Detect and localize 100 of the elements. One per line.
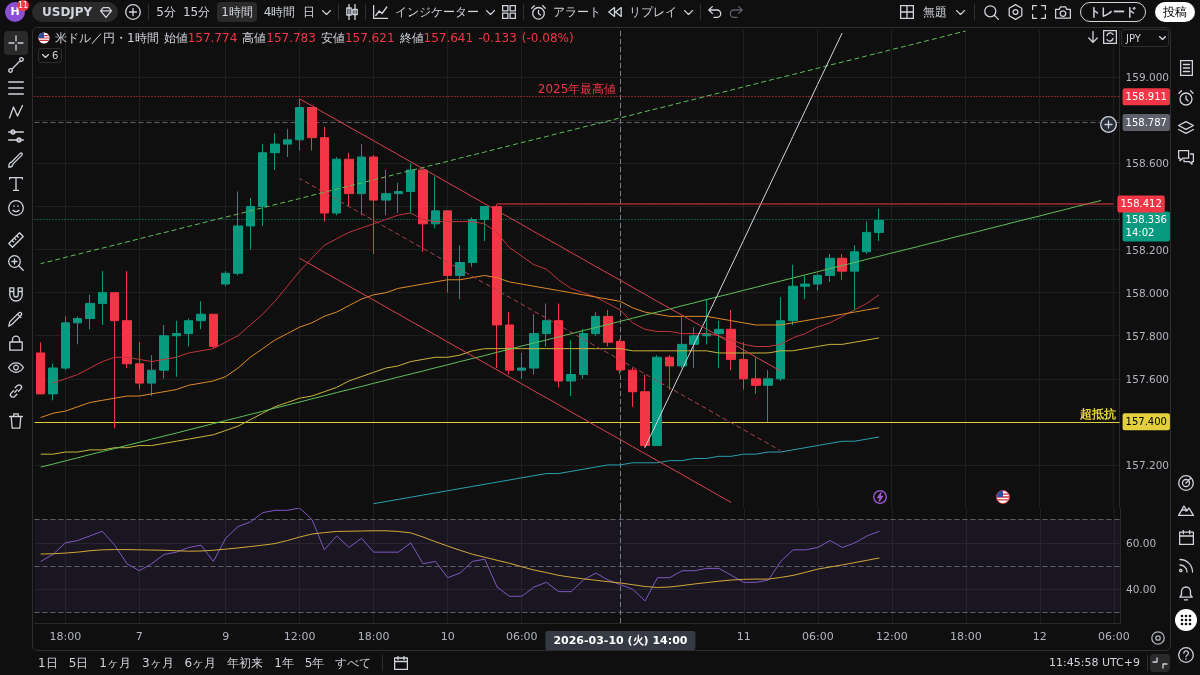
candlestick [529,313,539,375]
line-series [40,30,966,265]
candlestick [85,294,95,330]
text: 始値157.774 高値157.783 安値157.621 終値157.641 -0.133 (-0.08%) [163,31,574,45]
y-tick-label: 158.000 [1125,286,1169,299]
text: 5年 [304,655,325,671]
y-tick-label: 159.000 [1125,71,1169,84]
annotation: 6 [52,50,59,61]
toggle-button: 6 [38,48,63,63]
candlestick [517,352,526,380]
text: 1年 [274,655,294,671]
candlestick [566,339,576,397]
text: 5分 [156,4,176,20]
x-tick-label: 11 [736,630,751,643]
text: 4時間 [263,4,296,20]
data-label: 158.412 [1120,198,1162,210]
dropdown: JPY [1121,29,1169,47]
candlestick [640,374,650,449]
candlestick [542,302,551,348]
candlestick [788,264,798,326]
ref-line-label: 158.787 [1125,117,1167,129]
x-tick-label: 06:00 [801,630,834,643]
text: リプレイ [628,4,677,20]
candlestick [61,315,70,371]
candlestick [307,107,317,152]
candlestick [369,154,378,255]
candlestick [714,320,724,369]
candlestick [751,356,761,395]
line-series [40,508,880,602]
selected-tab: 1時間 [217,2,257,22]
text: すべて [335,655,372,671]
candlestick [850,244,859,311]
x-tick-label: 9 [222,630,230,643]
candlestick [196,300,206,330]
x-tick-label: 2026-03-10 (火) 14:00 [553,634,688,647]
y-tick-label: 60.00 [1126,536,1157,549]
x-tick-label: 18:00 [949,630,982,643]
candlestick [184,318,193,348]
candlestick [591,311,600,337]
candlestick [837,253,847,281]
candlestick [394,182,403,214]
x-tick-label: 10 [440,630,455,643]
button: 投稿 [1155,2,1195,22]
text: 11:45:58 UTC+9 [1049,656,1140,670]
text: 5日 [68,655,89,671]
candlestick [677,315,687,369]
x-tick-label: 18:00 [357,630,390,643]
y-tick-label: 158.200 [1125,243,1169,256]
annotation: 2025年最高値 [537,81,617,96]
candlestick [381,169,391,216]
ref-line-label: 158.336 14:02 [1125,214,1167,239]
candlestick [344,152,354,208]
candlestick [616,338,625,375]
candlestick [172,320,181,378]
x-tick-label: 7 [135,630,143,643]
x-tick-label: 06:00 [505,630,538,643]
candlestick [48,363,58,401]
ref-line-label: 157.400 [1125,416,1167,428]
line-series [299,257,732,503]
candlestick [159,324,169,380]
symbol-field: USDJPY [32,2,119,22]
candlestick [147,354,156,397]
text: 3ヶ月 [141,655,174,671]
text: 1日 [38,655,58,671]
candlestick [739,341,748,391]
line-series [299,178,781,452]
candlestick [665,354,674,391]
line-series [373,436,880,505]
candlestick [579,328,588,380]
candlestick [813,272,822,292]
candlestick [862,221,871,255]
line-series [644,32,843,449]
candlestick [800,274,810,300]
text: 日 [302,4,315,20]
candlestick [320,126,329,223]
candlestick [332,156,341,216]
candlestick [270,132,280,171]
line-series [40,274,880,419]
candlestick [603,309,613,348]
line-series [40,530,880,588]
x-tick-label: 18:00 [49,630,82,643]
y-tick-label: 40.00 [1126,583,1157,596]
x-tick-label: 12 [1032,630,1047,643]
candlestick [763,369,773,423]
candlestick [110,292,119,429]
chart-title: 米ドル／円・1時間 [55,30,159,46]
candlestick [73,315,82,345]
text: 無題 [923,4,947,20]
candlestick [628,367,637,408]
y-tick-label: 158.600 [1125,157,1169,170]
text: インジケーター [394,4,479,20]
candlestick [209,313,218,350]
text: 6ヶ月 [184,655,217,671]
x-tick-label: 12:00 [875,630,908,643]
text: 1ヶ月 [99,655,131,671]
candlestick [652,354,662,447]
candlestick [295,98,304,152]
candlestick [455,244,465,300]
candlestick [98,270,107,326]
line-series [40,337,880,455]
